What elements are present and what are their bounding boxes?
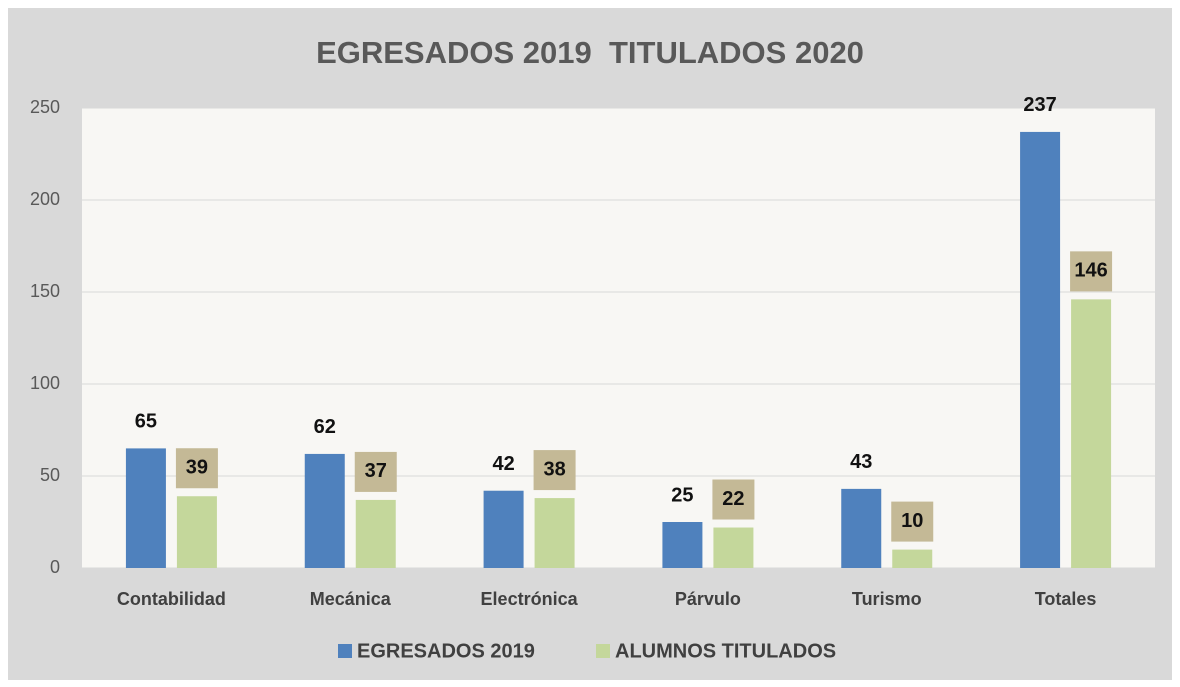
bar bbox=[841, 488, 882, 568]
x-tick-label: Contabilidad bbox=[117, 589, 226, 609]
data-label: 237 bbox=[1023, 94, 1056, 116]
y-tick-label: 100 bbox=[30, 373, 60, 393]
y-tick-label: 150 bbox=[30, 281, 60, 301]
x-tick-label: Párvulo bbox=[675, 589, 741, 609]
data-label: 146 bbox=[1074, 260, 1107, 282]
bar bbox=[713, 527, 754, 568]
bar bbox=[176, 496, 217, 568]
data-label-box bbox=[175, 448, 218, 489]
data-label: 39 bbox=[186, 457, 208, 479]
data-label-box bbox=[533, 450, 576, 491]
chart-title: EGRESADOS 2019 TITULADOS 2020 bbox=[316, 35, 864, 70]
bar bbox=[483, 490, 524, 568]
legend-label: ALUMNOS TITULADOS bbox=[615, 640, 836, 662]
data-label: 22 bbox=[722, 488, 744, 510]
data-label-box bbox=[712, 479, 755, 520]
y-tick-label: 0 bbox=[50, 557, 60, 577]
bar bbox=[355, 499, 396, 568]
bar bbox=[1020, 131, 1061, 569]
bar bbox=[662, 522, 703, 568]
bar bbox=[892, 549, 933, 568]
legend-swatch bbox=[596, 644, 610, 658]
data-label-box bbox=[1070, 251, 1113, 292]
data-label: 43 bbox=[850, 451, 872, 473]
legend-label: EGRESADOS 2019 bbox=[357, 640, 535, 662]
legend-swatch bbox=[338, 644, 352, 658]
data-label-box bbox=[891, 501, 934, 542]
data-label: 62 bbox=[314, 416, 336, 438]
bar bbox=[125, 448, 166, 568]
y-tick-label: 200 bbox=[30, 189, 60, 209]
data-label: 38 bbox=[543, 458, 565, 480]
x-tick-label: Electrónica bbox=[481, 589, 579, 609]
plot-area bbox=[82, 108, 1155, 568]
data-label: 37 bbox=[365, 460, 387, 482]
data-label-box bbox=[354, 451, 397, 492]
data-label: 65 bbox=[135, 411, 157, 433]
x-tick-label: Mecánica bbox=[310, 589, 392, 609]
x-tick-label: Totales bbox=[1035, 589, 1097, 609]
y-tick-label: 250 bbox=[30, 97, 60, 117]
data-label: 25 bbox=[671, 484, 693, 506]
data-label: 10 bbox=[901, 510, 923, 532]
bar bbox=[1071, 299, 1112, 568]
x-tick-label: Turismo bbox=[852, 589, 922, 609]
bar bbox=[534, 498, 575, 568]
bar bbox=[304, 453, 345, 568]
y-tick-label: 50 bbox=[40, 465, 60, 485]
data-label: 42 bbox=[492, 453, 514, 475]
